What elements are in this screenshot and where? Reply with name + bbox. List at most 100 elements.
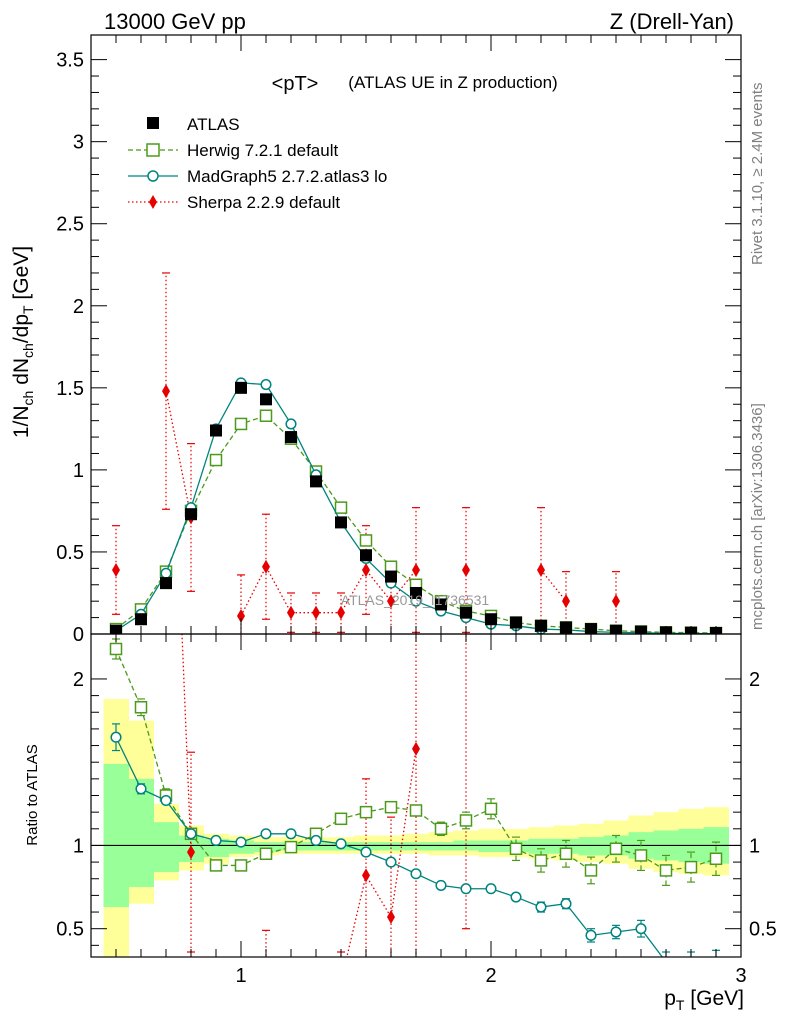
y-tick-label: 2 bbox=[73, 296, 84, 318]
main-atlas-point bbox=[235, 381, 247, 394]
ratio-madgraph-point bbox=[635, 923, 647, 935]
rivet-label: Rivet 3.1.10, ≥ 2.4M events bbox=[749, 83, 766, 266]
x-tick-label: 2 bbox=[485, 965, 496, 987]
main-sherpa-point bbox=[287, 605, 295, 620]
main-herwig-point bbox=[234, 417, 248, 431]
ratio-herwig-point bbox=[409, 804, 423, 817]
legend-marker-madgraph bbox=[147, 170, 159, 182]
y-tick-label: 1 bbox=[73, 460, 84, 482]
main-herwig-point bbox=[334, 501, 348, 514]
header-right: Z (Drell-Yan) bbox=[610, 9, 734, 34]
ratio-sherpa-line bbox=[181, 634, 192, 853]
ratio-madgraph-point bbox=[385, 856, 397, 868]
main-atlas-point bbox=[185, 508, 197, 521]
ratio-y-tick-label-right: 1 bbox=[749, 835, 760, 857]
ratio-herwig-point bbox=[259, 847, 273, 861]
y-tick-label: 2.5 bbox=[56, 214, 84, 236]
ratio-madgraph-point bbox=[260, 828, 272, 840]
y-axis-label: 1/Nch dNch/dpT [GeV] bbox=[10, 246, 36, 438]
ratio-sherpa-line bbox=[346, 748, 417, 957]
ratio-madgraph-point bbox=[360, 846, 372, 858]
ratio-herwig-point bbox=[459, 814, 473, 827]
main-sherpa-line bbox=[240, 565, 417, 617]
ratio-band-stat bbox=[353, 842, 379, 851]
ratio-madgraph-point bbox=[460, 883, 472, 895]
legend-label-madgraph: MadGraph5 2.7.2.atlas3 lo bbox=[187, 167, 387, 186]
main-atlas-point bbox=[335, 516, 347, 529]
ratio-madgraph-point bbox=[713, 956, 719, 957]
ratio-herwig-point bbox=[659, 864, 673, 877]
legend: ATLAS Herwig 7.2.1 default MadGraph5 2.7… bbox=[128, 115, 387, 212]
main-sherpa-point bbox=[537, 562, 545, 577]
main-atlas-point bbox=[260, 393, 272, 406]
legend-marker-sherpa bbox=[149, 195, 157, 209]
ratio-series-group bbox=[91, 239, 741, 1001]
ratio-sherpa-point bbox=[387, 910, 395, 925]
ratio-madgraph-point bbox=[335, 838, 347, 850]
ratio-band-stat bbox=[528, 838, 554, 854]
main-sherpa-point bbox=[112, 562, 120, 577]
x-axis-label: pT [GeV] bbox=[664, 987, 744, 1013]
main-sherpa-point bbox=[612, 594, 620, 609]
ratio-madgraph-point bbox=[663, 956, 669, 957]
ratio-y-axis-label: Ratio to ATLAS bbox=[24, 744, 41, 845]
ratio-sherpa-point bbox=[337, 975, 345, 989]
ratio-herwig-point bbox=[234, 859, 248, 872]
legend-marker-atlas bbox=[147, 117, 159, 129]
main-atlas-point bbox=[435, 598, 447, 611]
ratio-madgraph-point bbox=[435, 879, 447, 891]
ratio-sherpa-point bbox=[362, 868, 370, 883]
ratio-band-stat bbox=[378, 842, 404, 851]
ratio-madgraph-point bbox=[210, 834, 222, 847]
y-tick-label: 3.5 bbox=[56, 50, 84, 72]
ratio-sherpa-point bbox=[287, 987, 295, 1001]
ratio-madgraph-point bbox=[610, 926, 622, 938]
ratio-y-tick-label: 0.5 bbox=[56, 919, 84, 941]
ratio-herwig-point bbox=[484, 802, 498, 816]
ratio-sherpa-point bbox=[162, 239, 170, 253]
x-tick-label: 3 bbox=[735, 965, 746, 987]
ratio-herwig-point bbox=[709, 852, 723, 866]
ratio-madgraph-point bbox=[160, 794, 172, 807]
plot-subtitle: (ATLAS UE in Z production) bbox=[348, 73, 557, 92]
legend-label-atlas: ATLAS bbox=[187, 115, 240, 134]
main-sherpa-point bbox=[262, 559, 270, 574]
main-herwig-point bbox=[359, 534, 373, 547]
ratio-sherpa-point bbox=[187, 845, 195, 860]
plot-title: <pT> bbox=[272, 73, 319, 95]
ratio-herwig-point bbox=[134, 701, 148, 714]
ratio-madgraph-point bbox=[485, 883, 497, 895]
main-sherpa-point bbox=[387, 594, 395, 609]
main-atlas-point bbox=[285, 431, 297, 444]
ratio-y-tick-label-right: 2 bbox=[749, 669, 760, 691]
ratio-herwig-point bbox=[359, 805, 373, 819]
main-atlas-point bbox=[535, 619, 547, 632]
main-atlas-point bbox=[210, 424, 222, 437]
y-tick-label: 0 bbox=[73, 624, 84, 646]
ratio-madgraph-point bbox=[135, 783, 147, 795]
ratio-band-stat bbox=[203, 838, 229, 858]
main-herwig-point bbox=[259, 409, 273, 422]
ratio-madgraph-point bbox=[185, 828, 197, 840]
ratio-madgraph-point bbox=[310, 834, 322, 847]
ratio-band-stat bbox=[303, 842, 329, 851]
main-sherpa-point bbox=[337, 605, 345, 620]
ratio-y-tick-label: 2 bbox=[73, 669, 84, 691]
main-sherpa-point bbox=[237, 608, 245, 623]
legend-marker-herwig bbox=[146, 143, 160, 157]
main-madgraph-point bbox=[160, 567, 172, 579]
main-sherpa-point bbox=[562, 594, 570, 609]
ratio-plot-area: 1 2 3 0.5 0.5 1 1 2 2 bbox=[56, 239, 777, 1001]
ratio-herwig-point bbox=[109, 642, 123, 656]
main-herwig-point bbox=[209, 453, 223, 467]
main-atlas-point bbox=[160, 577, 172, 590]
ratio-band-stat bbox=[253, 842, 279, 853]
main-atlas-point bbox=[360, 549, 372, 562]
main-atlas-point bbox=[510, 616, 522, 629]
main-plot-area: 0 0.5 1 1.5 2 2.5 3 3.5 bbox=[56, 34, 742, 646]
main-atlas-point bbox=[135, 613, 147, 626]
legend-label-sherpa: Sherpa 2.2.9 default bbox=[187, 193, 340, 212]
main-madgraph-point bbox=[260, 379, 272, 391]
ratio-madgraph-point bbox=[510, 891, 522, 903]
